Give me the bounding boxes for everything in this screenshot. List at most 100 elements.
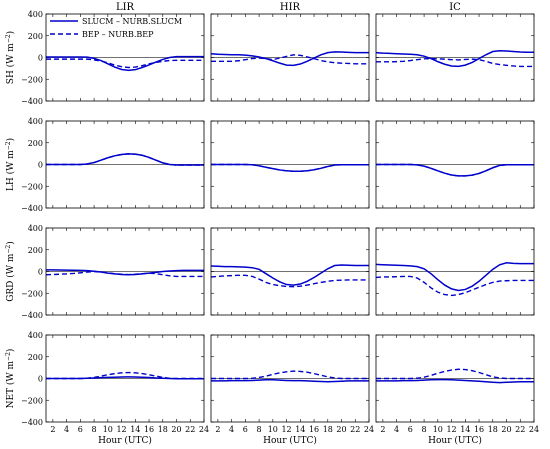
- x-tick-label: 24: [364, 425, 374, 434]
- series-line-solid: [376, 163, 534, 177]
- y-tick-label: 200: [28, 139, 43, 148]
- panel-net-hir: 2 4 6 8 10 12 14 16 18 20 22 24: [210, 334, 374, 434]
- series-line-solid: [46, 55, 204, 72]
- series-line-dashed: [210, 274, 369, 288]
- series-line-solid: [375, 50, 534, 68]
- series-line-dashed: [46, 153, 204, 166]
- y-tick-label: 0: [38, 54, 43, 63]
- x-tick-label: 4: [229, 425, 234, 434]
- x-tick-label: 12: [281, 425, 291, 434]
- x-axis-label: Hour (UTC): [98, 435, 152, 446]
- series-line-solid: [46, 376, 204, 380]
- x-tick-label: 22: [185, 425, 195, 434]
- series-line-solid: [211, 163, 369, 172]
- y-axis-label-net: NET (W m−2): [5, 349, 16, 409]
- y-tick-label: −400: [21, 311, 43, 320]
- y-tick-label: −200: [21, 396, 43, 405]
- series-line-solid: [46, 153, 204, 166]
- x-tick-label: 22: [515, 425, 525, 434]
- x-tick-label: 2: [380, 425, 385, 434]
- panel-net-ic: 2 4 6 8 10 12 14 16 18 20 22 24: [375, 334, 539, 434]
- y-tick-label: 200: [28, 32, 43, 41]
- y-axis-label-lh: LH (W m−2): [5, 138, 16, 191]
- x-axis-label: Hour (UTC): [428, 435, 482, 446]
- x-tick-label: 18: [488, 425, 498, 434]
- panel-frame: [375, 13, 535, 102]
- series-line-solid: [376, 378, 534, 384]
- panel-frame: [210, 13, 370, 102]
- x-tick-label: 8: [257, 425, 262, 434]
- panel-sh-lir: 400 200 0 −200 −400: [21, 10, 205, 106]
- panel-frame: [210, 120, 370, 209]
- panel-frame: [45, 227, 205, 316]
- y-tick-label: −400: [21, 204, 43, 213]
- x-tick-label: 10: [103, 425, 113, 434]
- series-line-dashed: [45, 270, 204, 278]
- y-tick-label: −200: [21, 289, 43, 298]
- y-tick-label: −400: [21, 97, 43, 106]
- series-line-solid: [375, 262, 534, 292]
- y-tick-label: 0: [38, 268, 43, 277]
- panel-frame: [210, 334, 370, 423]
- x-tick-label: 4: [64, 425, 69, 434]
- x-tick-label: 8: [422, 425, 427, 434]
- x-tick-label: 16: [309, 425, 319, 434]
- panel-frame: [375, 227, 535, 316]
- y-tick-label: 400: [28, 10, 43, 19]
- x-tick-label: 14: [295, 425, 305, 434]
- series-line-dashed: [376, 163, 534, 177]
- x-tick-label: 18: [323, 425, 333, 434]
- series-line-dashed: [211, 370, 369, 380]
- y-tick-label: 400: [28, 224, 43, 233]
- column-title-lir: LIR: [116, 2, 135, 13]
- x-tick-label: 22: [350, 425, 360, 434]
- x-tick-label: 12: [116, 425, 126, 434]
- x-tick-label: 2: [215, 425, 220, 434]
- series-line-dashed: [211, 54, 369, 65]
- series-line-dashed: [46, 58, 204, 69]
- x-axis-label: Hour (UTC): [263, 435, 317, 446]
- x-tick-label: 14: [460, 425, 470, 434]
- y-tick-label: 0: [38, 161, 43, 170]
- y-tick-label: 400: [28, 331, 43, 340]
- panel-frame: [210, 227, 370, 316]
- series-line-solid: [210, 51, 369, 67]
- x-tick-label: 16: [144, 425, 154, 434]
- x-tick-label: 8: [92, 425, 97, 434]
- panel-lh-hir: [210, 120, 370, 209]
- panel-grd-ic: [375, 227, 535, 316]
- x-tick-label: 6: [408, 425, 413, 434]
- panel-lh-lir: 400 200 0 −200 −400: [21, 117, 205, 213]
- x-tick-label: 20: [501, 425, 511, 434]
- legend-label: BEP – NURB.BEP: [82, 30, 154, 39]
- x-tick-label: 20: [171, 425, 181, 434]
- panel-frame: [45, 13, 205, 102]
- x-tick-label: 18: [158, 425, 168, 434]
- y-tick-label: −400: [21, 418, 43, 427]
- panel-sh-hir: [210, 13, 370, 102]
- panel-sh-ic: [375, 13, 535, 102]
- panel-grd-lir: 400 200 0 −200 −400: [21, 224, 205, 320]
- x-tick-label: 6: [243, 425, 248, 434]
- x-tick-label: 4: [394, 425, 399, 434]
- panel-lh-ic: [375, 120, 535, 209]
- y-tick-label: 0: [38, 375, 43, 384]
- x-tick-label: 20: [336, 425, 346, 434]
- series-line-dashed: [376, 368, 534, 380]
- x-tick-label: 10: [433, 425, 443, 434]
- panel-grd-hir: [210, 227, 370, 316]
- x-tick-label: 24: [199, 425, 209, 434]
- x-tick-label: 6: [78, 425, 83, 434]
- y-tick-label: −200: [21, 182, 43, 191]
- panel-frame: [45, 120, 205, 209]
- panel-frame: [375, 120, 535, 209]
- y-tick-label: 400: [28, 117, 43, 126]
- legend-label: SLUCM – NURB.SLUCM: [82, 17, 182, 26]
- x-tick-label: 10: [268, 425, 278, 434]
- panel-frame: [45, 334, 205, 423]
- y-tick-label: 200: [28, 246, 43, 255]
- column-title-hir: HIR: [280, 2, 301, 13]
- y-tick-label: 200: [28, 353, 43, 362]
